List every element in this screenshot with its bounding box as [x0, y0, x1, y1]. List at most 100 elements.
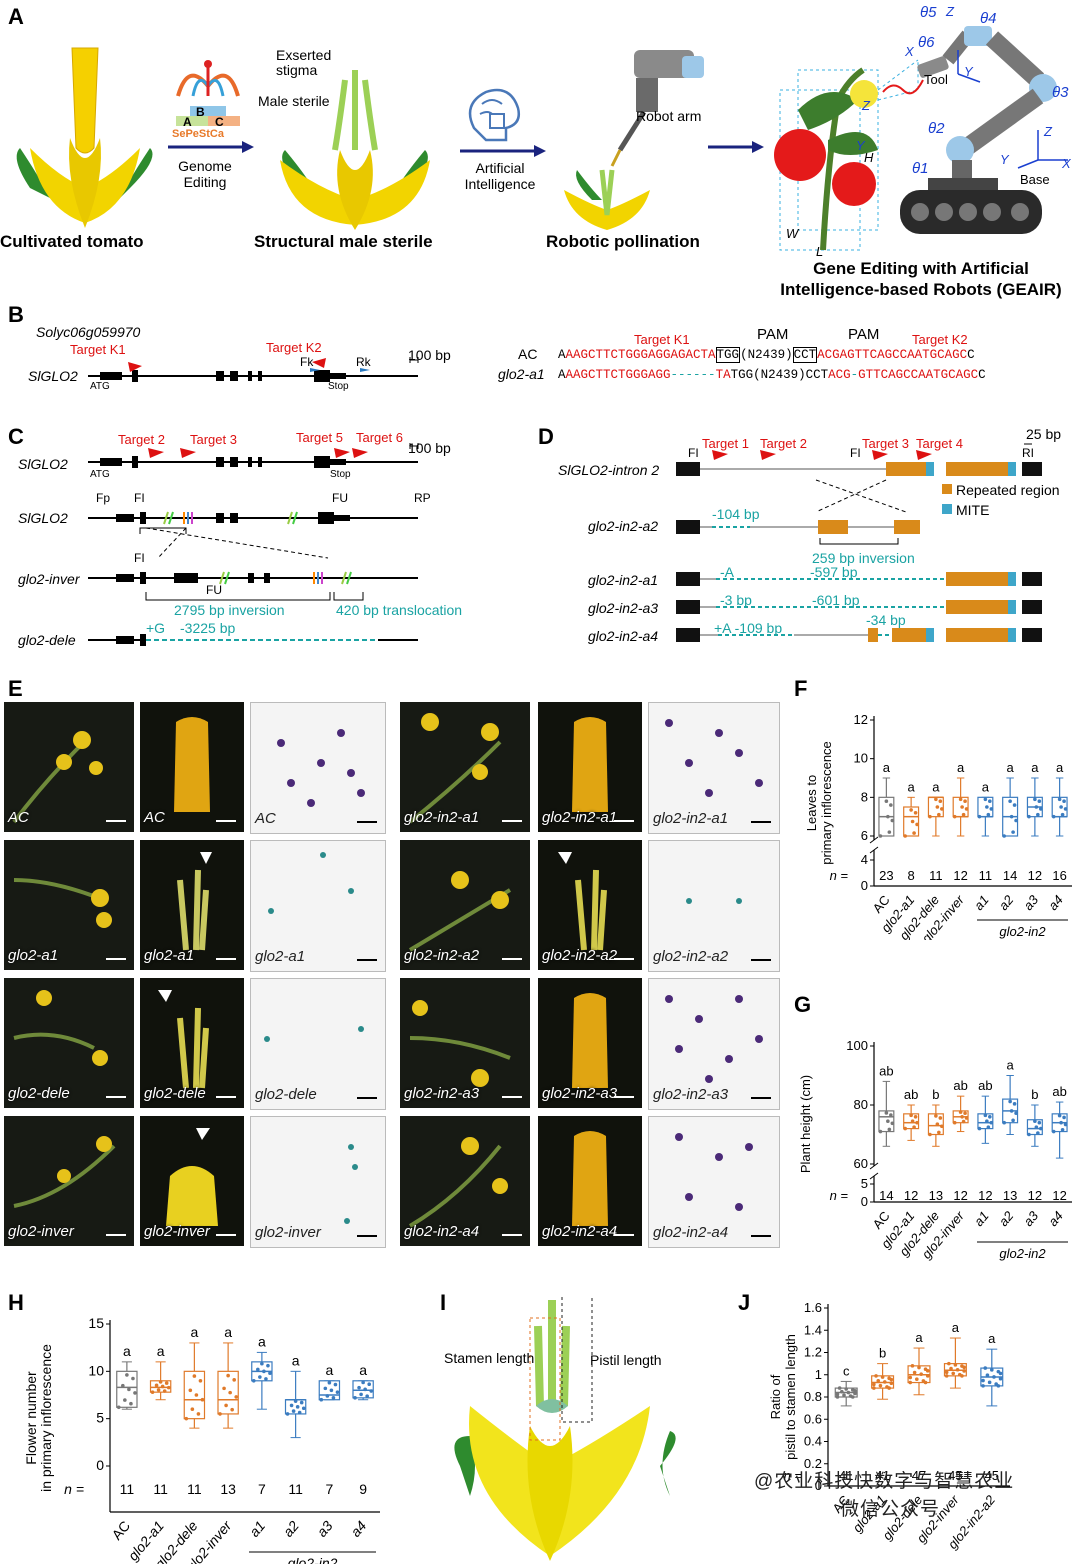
data-point [889, 1381, 894, 1386]
n-value: 11 [153, 1481, 168, 1497]
deletion-label: -597 bp [810, 564, 858, 580]
y-tick-label: 0 [861, 878, 868, 893]
data-point [880, 1375, 885, 1379]
significance-letter: a [957, 760, 965, 775]
data-point [884, 799, 889, 803]
photo-label: glo2-dele [144, 1085, 206, 1102]
data-point [961, 812, 966, 817]
watermark-line2: 微信公众号 [840, 1499, 941, 1520]
fi-primer: FI [134, 551, 145, 565]
rp-primer: RP [414, 491, 431, 505]
data-point [158, 1380, 163, 1384]
y-tick-label: 0 [96, 1457, 104, 1473]
inflorescence-photo: glo2-inver [4, 1116, 134, 1246]
fk-primer: Fk [300, 355, 314, 369]
data-point [190, 1407, 195, 1411]
pollen-micrograph: glo2-inver [250, 1116, 386, 1248]
data-point [1036, 812, 1040, 817]
data-point [1060, 812, 1065, 817]
seq-label-ac: AC [518, 346, 538, 362]
data-point [915, 1120, 919, 1125]
tool-label: Tool [924, 72, 948, 87]
chart-j: 0 0.2 0.4 0.6 0.8 1 1.2 1.4 1.6 Ratio of pistil to… [768, 1300, 1010, 1552]
cultivated-tomato-label: Cultivated tomato [0, 232, 144, 251]
significance-letter: a [952, 1320, 960, 1335]
data-point [127, 1387, 131, 1392]
data-point [913, 1115, 918, 1119]
robotic-pollination-label: Robotic pollination [546, 232, 700, 251]
target-label: Target 3 [190, 432, 237, 447]
data-point [874, 1374, 878, 1378]
scale-label: 100 bp [408, 347, 451, 363]
n-value: 47 [912, 1468, 926, 1483]
gene-name: SlGLO2 [18, 456, 68, 472]
data-point [925, 1369, 930, 1373]
target-label: Target 6 [356, 430, 403, 445]
y-tick-label: 0 [861, 1194, 868, 1209]
pistil-length-label: Pistil length [590, 1352, 662, 1368]
data-point [1051, 814, 1056, 819]
data-point [955, 1367, 960, 1372]
data-point [268, 1371, 272, 1376]
fi-primer: FI [688, 446, 699, 460]
panel-label-b: B [8, 302, 24, 327]
stop-label: Stop [330, 469, 351, 480]
data-point [925, 1374, 930, 1378]
n-label: n = [830, 868, 849, 883]
data-point [846, 1390, 851, 1395]
significance-letter: a [258, 1333, 266, 1349]
data-point [909, 1113, 913, 1118]
axis-w-label: W [786, 226, 799, 241]
data-point [928, 1132, 932, 1137]
photo-label: glo2-inver [144, 1223, 210, 1240]
data-point [125, 1373, 129, 1377]
photo-label: glo2-in2-a2 [404, 947, 480, 964]
n-value: 11 [187, 1481, 202, 1497]
inflorescence-photo: glo2-in2-a3 [400, 978, 530, 1108]
translocation-label: 420 bp translocation [336, 602, 463, 618]
data-point [983, 1366, 988, 1370]
data-point [1002, 834, 1006, 838]
data-point [333, 1382, 338, 1387]
y-tick-label: 0 [815, 1478, 822, 1493]
mutant-name: glo2-in2-a2 [588, 518, 659, 534]
data-point [944, 1374, 949, 1378]
data-point [949, 1366, 953, 1371]
data-point [878, 1129, 883, 1134]
gene-structure-c [88, 443, 419, 468]
n-value: 12 [978, 1188, 992, 1203]
gene-name: SlGLO2 [18, 510, 68, 526]
panel-label-e: E [8, 676, 23, 701]
data-point [162, 1389, 167, 1393]
photo-label: glo2-in2-a1 [542, 809, 618, 826]
box [116, 1370, 138, 1408]
target-label: Target 2 [760, 436, 807, 451]
x-tick-label: a2 [996, 1208, 1017, 1229]
data-point [850, 1395, 855, 1399]
data-point [928, 814, 932, 819]
y-tick-label: 6 [861, 828, 868, 843]
data-point [131, 1376, 135, 1381]
panel-label-a: A [8, 4, 24, 29]
data-point [1014, 1111, 1018, 1116]
seq-ac: AAAGCTTCTGGGAGGAGACTATGG(N2439)CCTACGAGT… [558, 347, 975, 363]
n-value: 12 [1028, 868, 1042, 883]
atg-label: ATG [90, 469, 110, 480]
data-point [917, 1365, 921, 1370]
y-tick-label: 1.2 [804, 1345, 822, 1360]
panel-label-i: I [440, 1290, 447, 1315]
significance-letter: a [190, 1324, 198, 1340]
n-value: 7 [325, 1481, 333, 1497]
data-point [835, 1395, 840, 1399]
y-axis-label: Plant height (cm) [798, 1075, 813, 1173]
y-tick-label: 1 [815, 1367, 822, 1382]
data-point [951, 1371, 956, 1376]
data-point [935, 805, 940, 809]
photo-label: AC [144, 809, 165, 826]
significance-letter: b [932, 1087, 939, 1102]
n-value: 41 [875, 1468, 889, 1483]
significance-letter: a [932, 779, 940, 794]
target-label: Target 3 [862, 436, 909, 451]
data-point [934, 1114, 938, 1118]
panel-label-h: H [8, 1290, 24, 1315]
